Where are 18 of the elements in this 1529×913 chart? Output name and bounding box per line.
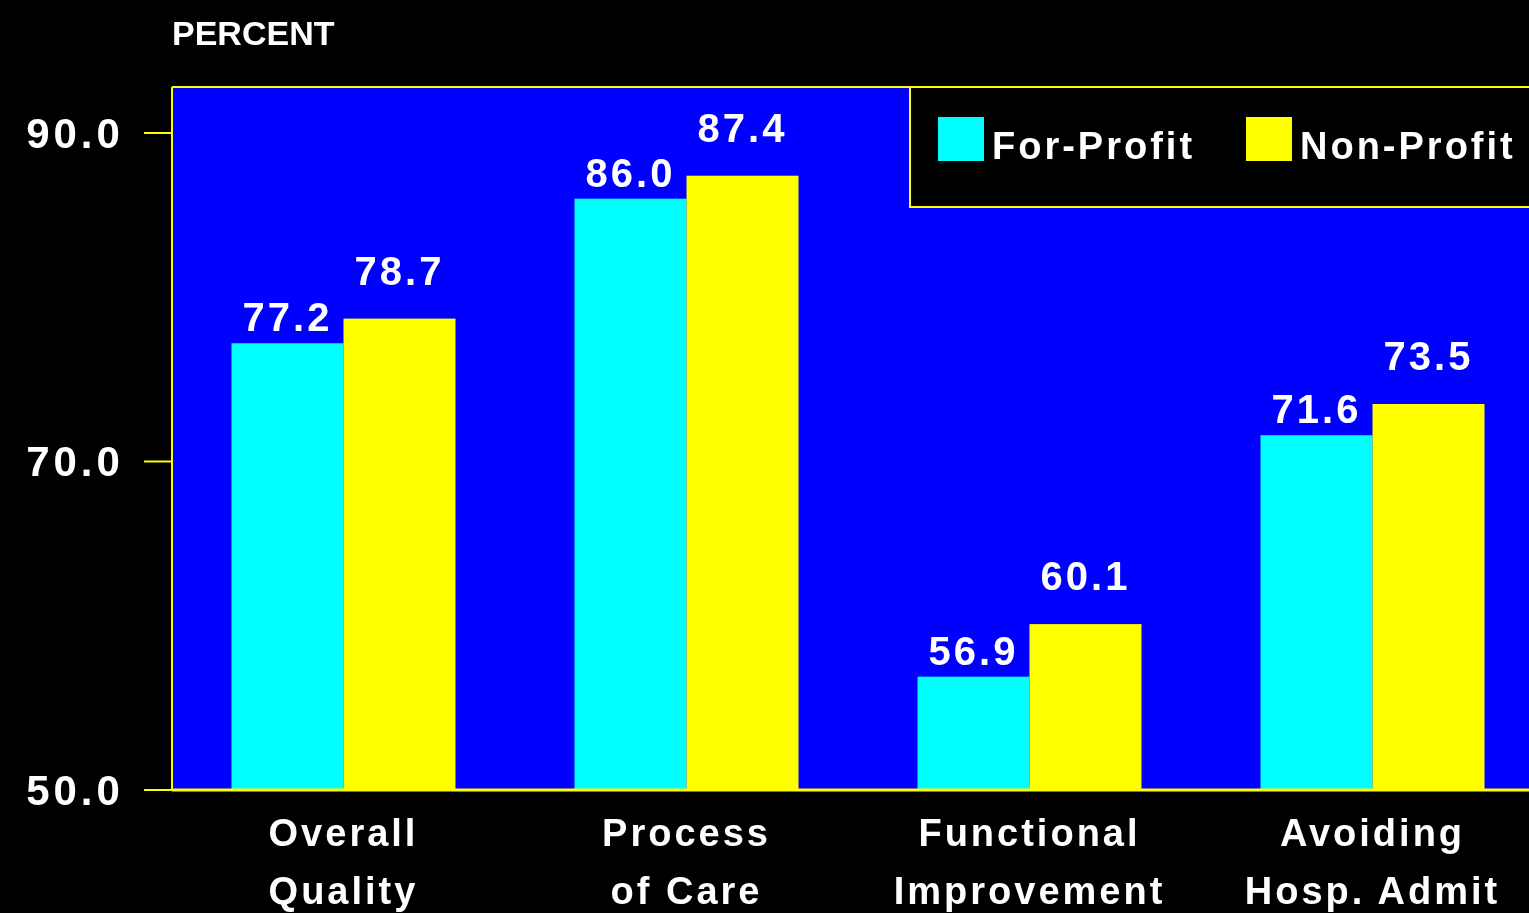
data-label: 77.2 — [242, 295, 333, 340]
y-tick-label: 50.0 — [26, 766, 124, 814]
data-label: 86.0 — [585, 150, 676, 195]
y-tick-label: 70.0 — [26, 438, 124, 486]
data-label: 56.9 — [928, 628, 1019, 673]
y-tick-label: 90.0 — [26, 109, 124, 157]
data-label: 60.1 — [1040, 554, 1131, 599]
x-tick-label: Process of Care — [602, 812, 771, 912]
x-tick-label: Functional Improvement — [893, 812, 1166, 912]
data-label: 87.4 — [697, 105, 788, 150]
legend-label: For-Profit — [992, 125, 1196, 167]
data-label: 78.7 — [354, 248, 445, 293]
x-tick-label: Overall Quality — [268, 812, 419, 912]
legend-label: Non-Profit — [1300, 125, 1516, 167]
data-label: 71.6 — [1271, 387, 1362, 432]
y-axis-title: PERCENT — [172, 14, 335, 52]
x-tick-label: Avoiding Hosp. Admit — [1244, 812, 1501, 912]
data-label: 73.5 — [1383, 334, 1474, 379]
